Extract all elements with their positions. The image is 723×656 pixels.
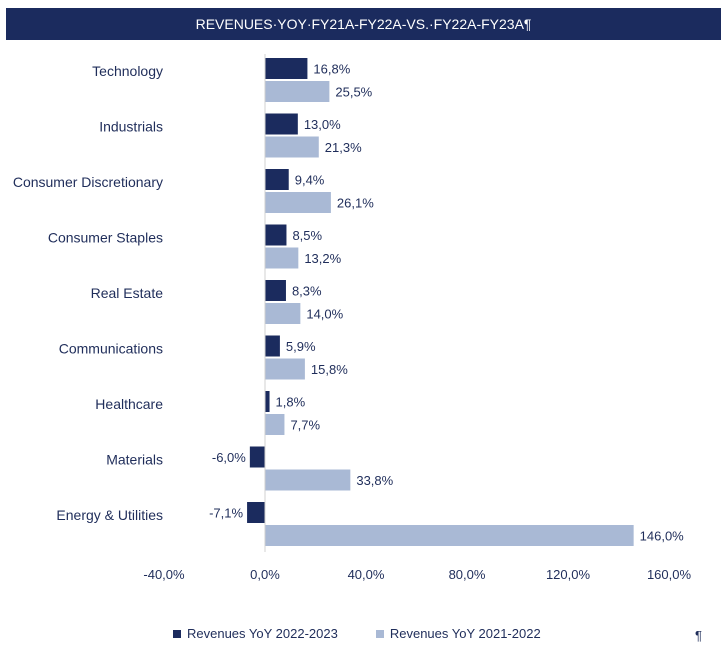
bar-2022-2023 (265, 391, 270, 412)
bar-2021-2022 (265, 525, 634, 546)
bar-2021-2022 (265, 414, 285, 435)
category-label: Communications (59, 341, 163, 357)
data-label: 8,5% (292, 228, 322, 243)
data-label: 5,9% (286, 339, 316, 354)
legend-label-2022-2023: Revenues YoY 2022-2023 (187, 626, 338, 641)
data-label: -7,1% (209, 506, 243, 521)
bar-2021-2022 (265, 136, 319, 158)
category-label: Energy & Utilities (56, 507, 163, 523)
legend-swatch-2022-2023 (173, 629, 181, 638)
data-label: 8,3% (292, 284, 322, 299)
data-label: 16,8% (313, 62, 350, 77)
bar-2022-2023 (247, 502, 265, 523)
category-label: Consumer Discretionary (13, 174, 163, 190)
chart-title: REVENUES·YOY·FY21A-FY22A-VS.·FY22A-FY23A… (6, 8, 721, 40)
bar-2021-2022 (265, 358, 305, 380)
bar-2022-2023 (265, 58, 308, 79)
pilcrow-mark: ¶ (695, 628, 702, 643)
legend-label-2021-2022: Revenues YoY 2021-2022 (389, 626, 541, 641)
category-label: Materials (106, 452, 163, 468)
data-label: 9,4% (295, 173, 325, 188)
bar-2022-2023 (265, 169, 289, 190)
data-label: 7,7% (290, 418, 320, 433)
x-tick-label: 80,0% (449, 567, 486, 582)
bar-2021-2022 (265, 81, 330, 102)
x-tick-label: 40,0% (348, 567, 385, 582)
legend-item-2022-2023: Revenues YoY 2022-2023 (173, 626, 338, 641)
category-label: Healthcare (95, 396, 163, 412)
bar-2022-2023 (265, 113, 298, 135)
x-tick-label: 120,0% (546, 567, 591, 582)
data-label: 25,5% (335, 85, 372, 100)
bar-2022-2023 (265, 224, 287, 246)
data-label: 33,8% (356, 473, 393, 488)
bar-2022-2023 (265, 335, 280, 357)
legend: Revenues YoY 2022-2023 Revenues YoY 2021… (173, 626, 579, 641)
bar-2022-2023 (265, 280, 286, 301)
x-tick-label: 0,0% (250, 567, 280, 582)
bar-2021-2022 (265, 303, 301, 324)
x-tick-label: -40,0% (143, 567, 185, 582)
category-label: Industrials (99, 119, 163, 135)
data-label: 14,0% (306, 307, 343, 322)
data-label: 13,0% (304, 117, 341, 132)
data-label: 26,1% (337, 196, 374, 211)
bar-2022-2023 (249, 446, 265, 468)
data-label: 21,3% (325, 140, 362, 155)
data-label: 15,8% (311, 362, 348, 377)
legend-swatch-2021-2022 (375, 629, 384, 638)
data-label: 13,2% (304, 251, 341, 266)
category-label: Real Estate (91, 285, 164, 301)
data-label: 1,8% (276, 395, 306, 410)
x-tick-label: 160,0% (647, 567, 692, 582)
bar-2021-2022 (265, 469, 351, 491)
bar-2021-2022 (265, 192, 331, 213)
bar-2021-2022 (265, 247, 299, 269)
category-label: Technology (92, 63, 163, 79)
data-label: -6,0% (212, 450, 246, 465)
category-label: Consumer Staples (48, 230, 163, 246)
data-label: 146,0% (640, 529, 685, 544)
legend-item-2021-2022: Revenues YoY 2021-2022 (375, 626, 541, 641)
